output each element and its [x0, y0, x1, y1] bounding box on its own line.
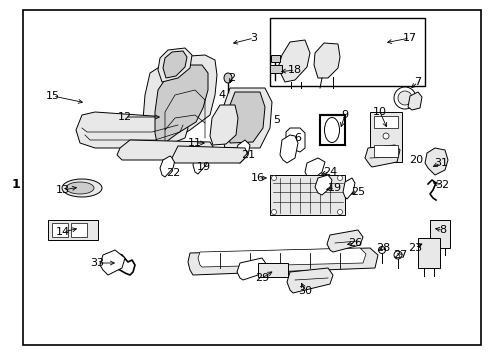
- Bar: [369, 112, 401, 162]
- Polygon shape: [278, 40, 309, 82]
- Polygon shape: [100, 250, 125, 275]
- Text: 28: 28: [375, 243, 389, 253]
- Polygon shape: [280, 135, 297, 163]
- Text: 1: 1: [12, 179, 20, 192]
- Text: 16: 16: [250, 173, 264, 183]
- Text: 31: 31: [433, 158, 447, 168]
- Polygon shape: [342, 178, 354, 199]
- Polygon shape: [285, 128, 305, 152]
- Polygon shape: [187, 248, 377, 275]
- Text: 13: 13: [56, 185, 70, 195]
- Ellipse shape: [337, 175, 342, 180]
- Polygon shape: [424, 148, 447, 175]
- Polygon shape: [227, 92, 264, 143]
- Text: 8: 8: [439, 225, 446, 235]
- Text: 11: 11: [187, 138, 202, 148]
- Bar: [71, 223, 87, 237]
- Polygon shape: [209, 105, 238, 145]
- Bar: [429, 220, 449, 248]
- Polygon shape: [313, 43, 339, 78]
- Polygon shape: [117, 140, 215, 160]
- Text: 21: 21: [241, 150, 255, 160]
- Polygon shape: [158, 48, 192, 82]
- Ellipse shape: [337, 210, 342, 215]
- Ellipse shape: [382, 133, 388, 139]
- Bar: [417, 238, 439, 268]
- Text: 24: 24: [322, 167, 336, 177]
- Ellipse shape: [393, 87, 415, 109]
- Bar: [52, 223, 68, 237]
- Text: 29: 29: [254, 273, 268, 283]
- Text: 19: 19: [197, 162, 211, 172]
- Polygon shape: [142, 55, 217, 155]
- Ellipse shape: [271, 175, 276, 180]
- Text: 4: 4: [218, 90, 225, 100]
- Text: 14: 14: [56, 227, 70, 237]
- Text: 33: 33: [90, 258, 104, 268]
- Ellipse shape: [66, 182, 94, 194]
- Polygon shape: [235, 140, 249, 163]
- Text: 25: 25: [350, 187, 365, 197]
- Ellipse shape: [224, 73, 231, 83]
- Bar: [48, 220, 98, 240]
- Text: 10: 10: [372, 107, 386, 117]
- Polygon shape: [314, 175, 331, 195]
- Text: 17: 17: [402, 33, 416, 43]
- Polygon shape: [155, 65, 207, 148]
- Ellipse shape: [378, 247, 385, 253]
- Polygon shape: [326, 230, 362, 252]
- Text: 15: 15: [46, 91, 60, 101]
- Text: 23: 23: [407, 243, 421, 253]
- Polygon shape: [163, 51, 186, 78]
- Ellipse shape: [324, 117, 339, 143]
- Bar: [258, 263, 287, 277]
- Text: 20: 20: [408, 155, 422, 165]
- Polygon shape: [76, 112, 187, 148]
- Polygon shape: [193, 150, 207, 174]
- Text: 19: 19: [327, 183, 342, 193]
- Bar: [269, 175, 345, 215]
- Text: 27: 27: [392, 250, 407, 260]
- Polygon shape: [286, 268, 332, 293]
- Text: 9: 9: [341, 110, 348, 120]
- Bar: [373, 145, 397, 157]
- Text: 12: 12: [118, 112, 132, 122]
- Polygon shape: [172, 146, 247, 163]
- Text: 30: 30: [297, 286, 311, 296]
- Text: 5: 5: [273, 115, 280, 125]
- Text: 7: 7: [414, 77, 421, 87]
- Ellipse shape: [271, 210, 276, 215]
- Polygon shape: [222, 88, 271, 148]
- Bar: [270, 55, 280, 62]
- Text: 22: 22: [165, 168, 180, 178]
- Text: 6: 6: [294, 133, 301, 143]
- Ellipse shape: [62, 179, 102, 197]
- Bar: [269, 18, 424, 86]
- Polygon shape: [160, 156, 175, 177]
- Bar: [373, 116, 397, 128]
- Ellipse shape: [397, 91, 411, 105]
- Polygon shape: [237, 258, 266, 280]
- Text: 18: 18: [287, 65, 302, 75]
- Text: 3: 3: [250, 33, 257, 43]
- Text: 2: 2: [228, 73, 235, 83]
- Ellipse shape: [393, 251, 401, 259]
- Bar: [269, 65, 282, 73]
- Polygon shape: [407, 92, 421, 110]
- Text: 32: 32: [434, 180, 448, 190]
- Polygon shape: [198, 248, 365, 267]
- Polygon shape: [364, 145, 399, 167]
- Text: 26: 26: [347, 238, 361, 248]
- Polygon shape: [305, 158, 325, 180]
